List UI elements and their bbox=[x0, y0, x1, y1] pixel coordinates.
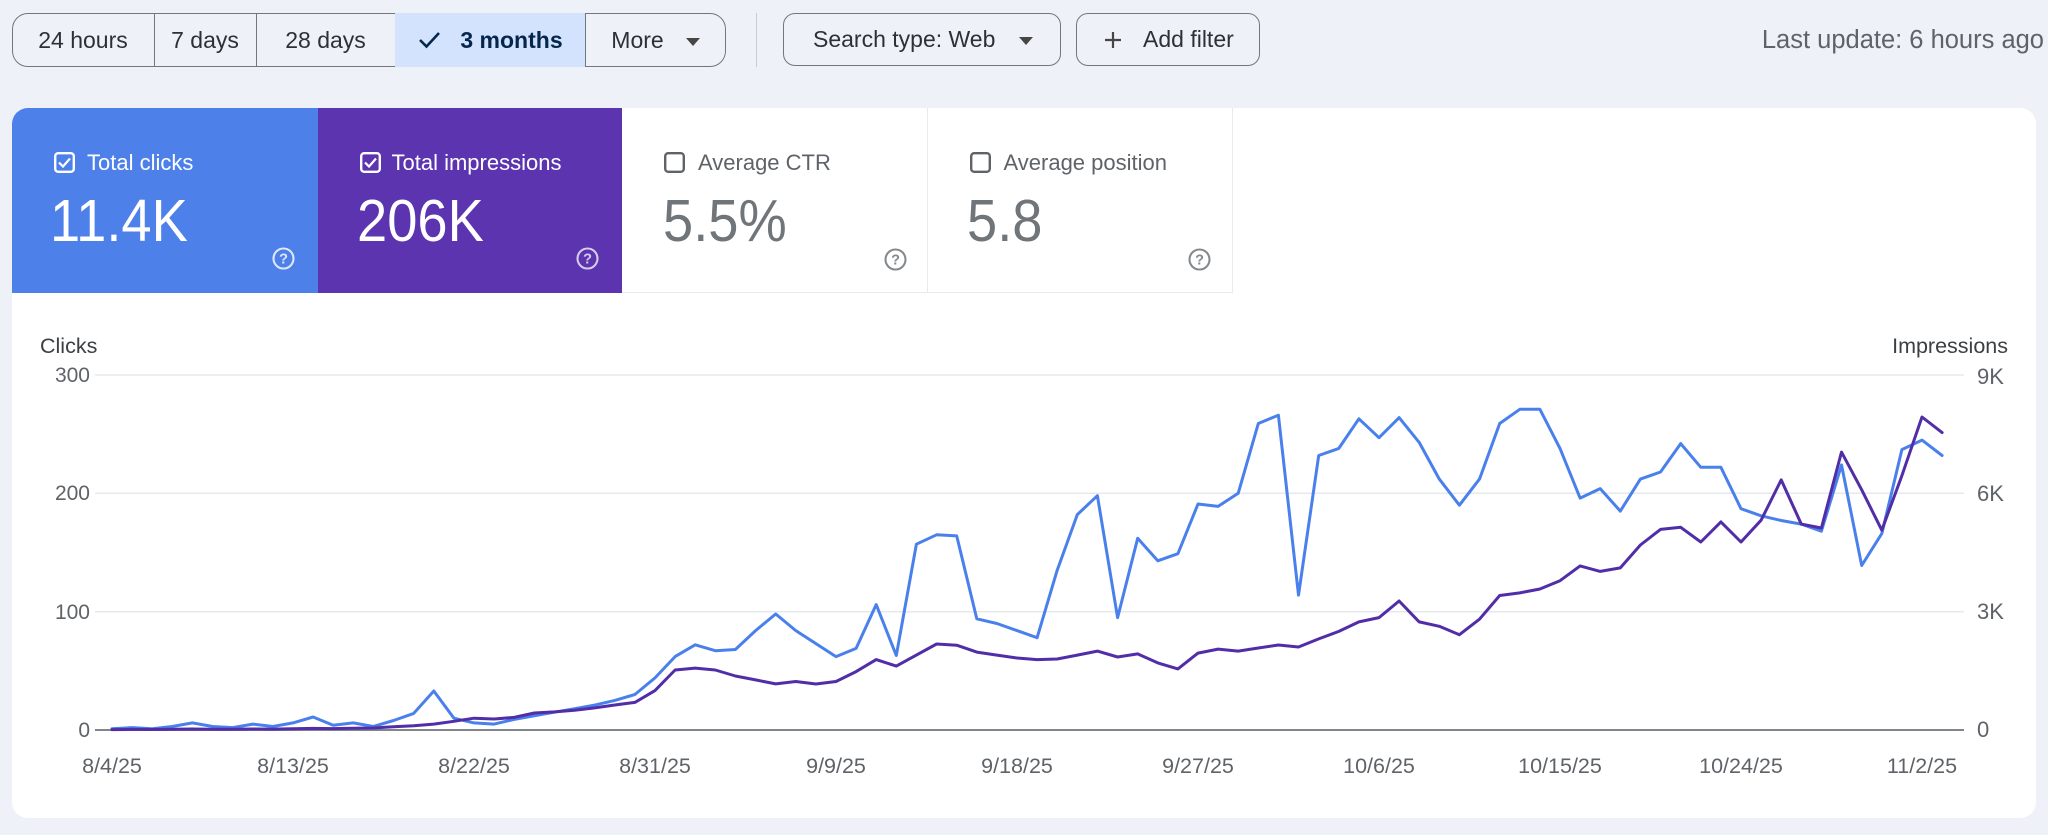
svg-text:3K: 3K bbox=[1977, 599, 2004, 624]
svg-text:8/22/25: 8/22/25 bbox=[438, 754, 510, 778]
svg-text:9/27/25: 9/27/25 bbox=[1162, 754, 1234, 778]
svg-text:200: 200 bbox=[55, 482, 90, 505]
svg-text:10/15/25: 10/15/25 bbox=[1518, 754, 1602, 778]
svg-text:9/9/25: 9/9/25 bbox=[806, 754, 866, 778]
svg-text:9K: 9K bbox=[1977, 364, 2004, 389]
svg-text:Clicks: Clicks bbox=[40, 334, 97, 358]
svg-text:0: 0 bbox=[78, 719, 90, 742]
svg-text:100: 100 bbox=[55, 601, 90, 624]
svg-text:10/6/25: 10/6/25 bbox=[1343, 754, 1415, 778]
svg-text:?: ? bbox=[583, 252, 592, 268]
svg-text:8/31/25: 8/31/25 bbox=[619, 754, 691, 778]
svg-text:8/13/25: 8/13/25 bbox=[257, 754, 329, 778]
svg-text:8/4/25: 8/4/25 bbox=[82, 754, 142, 778]
svg-text:0: 0 bbox=[1977, 717, 1989, 742]
svg-text:11/2/25: 11/2/25 bbox=[1887, 754, 1957, 778]
svg-text:?: ? bbox=[279, 252, 288, 268]
svg-text:?: ? bbox=[1195, 253, 1204, 269]
svg-text:Impressions: Impressions bbox=[1892, 334, 2008, 358]
svg-text:9/18/25: 9/18/25 bbox=[981, 754, 1053, 778]
svg-text:?: ? bbox=[891, 253, 900, 269]
svg-text:10/24/25: 10/24/25 bbox=[1699, 754, 1783, 778]
svg-text:300: 300 bbox=[55, 364, 90, 387]
svg-text:6K: 6K bbox=[1977, 481, 2004, 506]
